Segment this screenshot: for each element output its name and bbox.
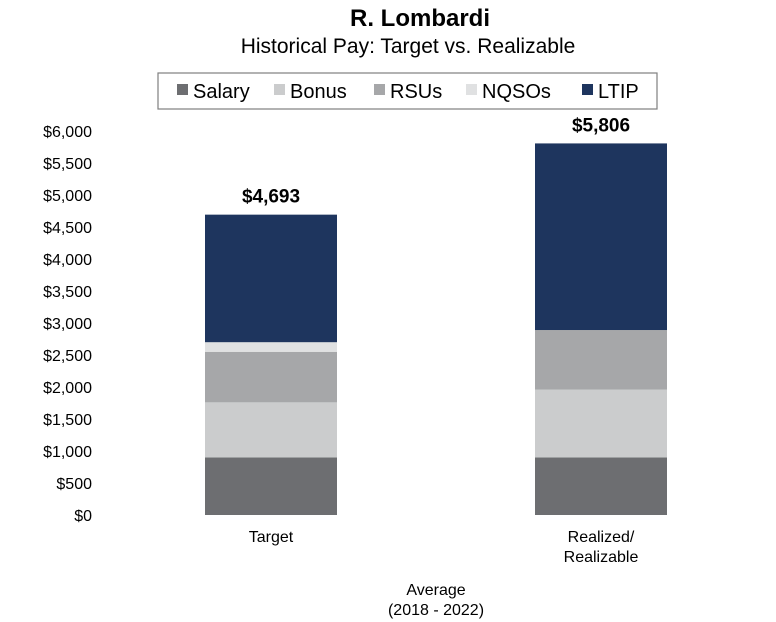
y-tick-label: $2,000 — [43, 380, 92, 397]
y-tick-label: $1,500 — [43, 412, 92, 429]
legend-label-ltip: LTIP — [598, 81, 639, 103]
category-label: Realizable — [564, 549, 639, 566]
y-tick-label: $4,500 — [43, 220, 92, 237]
legend-label-nqsos: NQSOs — [482, 81, 551, 103]
y-axis: $0 $500 $1,000 $1,500 $2,000 $2,500 $3,000 $3,5… — [43, 124, 92, 525]
y-tick-label: $5,000 — [43, 188, 92, 205]
bar-total-label: $5,806 — [572, 115, 630, 136]
bar-segment-bonus — [205, 402, 337, 458]
y-tick-label: $6,000 — [43, 124, 92, 141]
y-tick-label: $2,500 — [43, 348, 92, 365]
category-label: Realized/ — [568, 529, 635, 546]
bar-segment-ltip — [205, 214, 337, 343]
y-tick-label: $0 — [74, 508, 92, 525]
y-tick-label: $3,000 — [43, 316, 92, 333]
legend-label-rsus: RSUs — [390, 81, 442, 103]
chart-subtitle: Historical Pay: Target vs. Realizable — [241, 35, 576, 58]
legend-label-bonus: Bonus — [290, 81, 347, 103]
y-tick-label: $3,500 — [43, 284, 92, 301]
bar-segment-rsus — [535, 330, 667, 390]
bar-segment-nqsos — [205, 342, 337, 352]
category-labels: Target Realized/Realizable — [249, 529, 639, 566]
bar-segment-salary — [205, 457, 337, 515]
y-tick-label: $5,500 — [43, 156, 92, 173]
y-tick-label: $500 — [56, 476, 92, 493]
legend-swatch-bonus — [274, 84, 285, 95]
legend-swatch-salary — [177, 84, 188, 95]
bar-segment-rsus — [205, 351, 337, 403]
chart-title: R. Lombardi — [350, 5, 490, 32]
x-axis-label: Average (2018 - 2022) — [388, 582, 484, 619]
bar-segment-ltip — [535, 143, 667, 331]
category-label: Target — [249, 529, 294, 546]
legend-label-salary: Salary — [193, 81, 250, 103]
total-labels: $4,693 $5,806 — [242, 115, 630, 207]
legend-swatch-nqsos — [466, 84, 477, 95]
bar-segment-bonus — [535, 389, 667, 458]
legend: Salary Bonus RSUs NQSOs LTIP — [157, 72, 658, 110]
y-tick-label: $4,000 — [43, 252, 92, 269]
legend-box — [157, 72, 658, 110]
bar-segment-salary — [535, 457, 667, 515]
legend-swatch-ltip — [582, 84, 593, 95]
bar-total-label: $4,693 — [242, 187, 300, 208]
x-axis-label-line: Average — [406, 582, 465, 599]
y-tick-label: $1,000 — [43, 444, 92, 461]
x-axis-label-line: (2018 - 2022) — [388, 602, 484, 619]
bars — [205, 143, 667, 515]
legend-swatch-rsus — [374, 84, 385, 95]
